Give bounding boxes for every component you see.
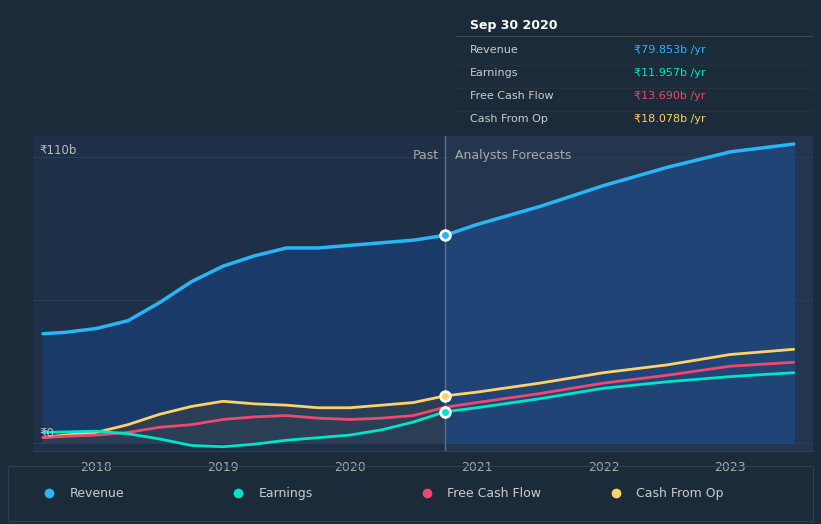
Text: Past: Past xyxy=(412,148,438,161)
Text: Analysts Forecasts: Analysts Forecasts xyxy=(455,148,571,161)
Text: Earnings: Earnings xyxy=(259,487,313,500)
Text: Free Cash Flow: Free Cash Flow xyxy=(470,91,553,101)
Text: Revenue: Revenue xyxy=(470,45,519,55)
Bar xyxy=(445,136,813,451)
Text: ₹13.690b /yr: ₹13.690b /yr xyxy=(635,91,705,101)
Text: ₹110b: ₹110b xyxy=(39,144,76,157)
Text: Sep 30 2020: Sep 30 2020 xyxy=(470,19,557,32)
Text: Cash From Op: Cash From Op xyxy=(636,487,724,500)
Text: ₹79.853b /yr: ₹79.853b /yr xyxy=(635,45,706,55)
Text: Earnings: Earnings xyxy=(470,68,518,78)
Text: ₹18.078b /yr: ₹18.078b /yr xyxy=(635,114,706,125)
Text: Revenue: Revenue xyxy=(70,487,125,500)
Bar xyxy=(8,465,813,521)
Text: Cash From Op: Cash From Op xyxy=(470,114,548,125)
Text: ₹11.957b /yr: ₹11.957b /yr xyxy=(635,68,706,78)
Text: ₹0: ₹0 xyxy=(39,427,54,440)
Text: Free Cash Flow: Free Cash Flow xyxy=(447,487,541,500)
